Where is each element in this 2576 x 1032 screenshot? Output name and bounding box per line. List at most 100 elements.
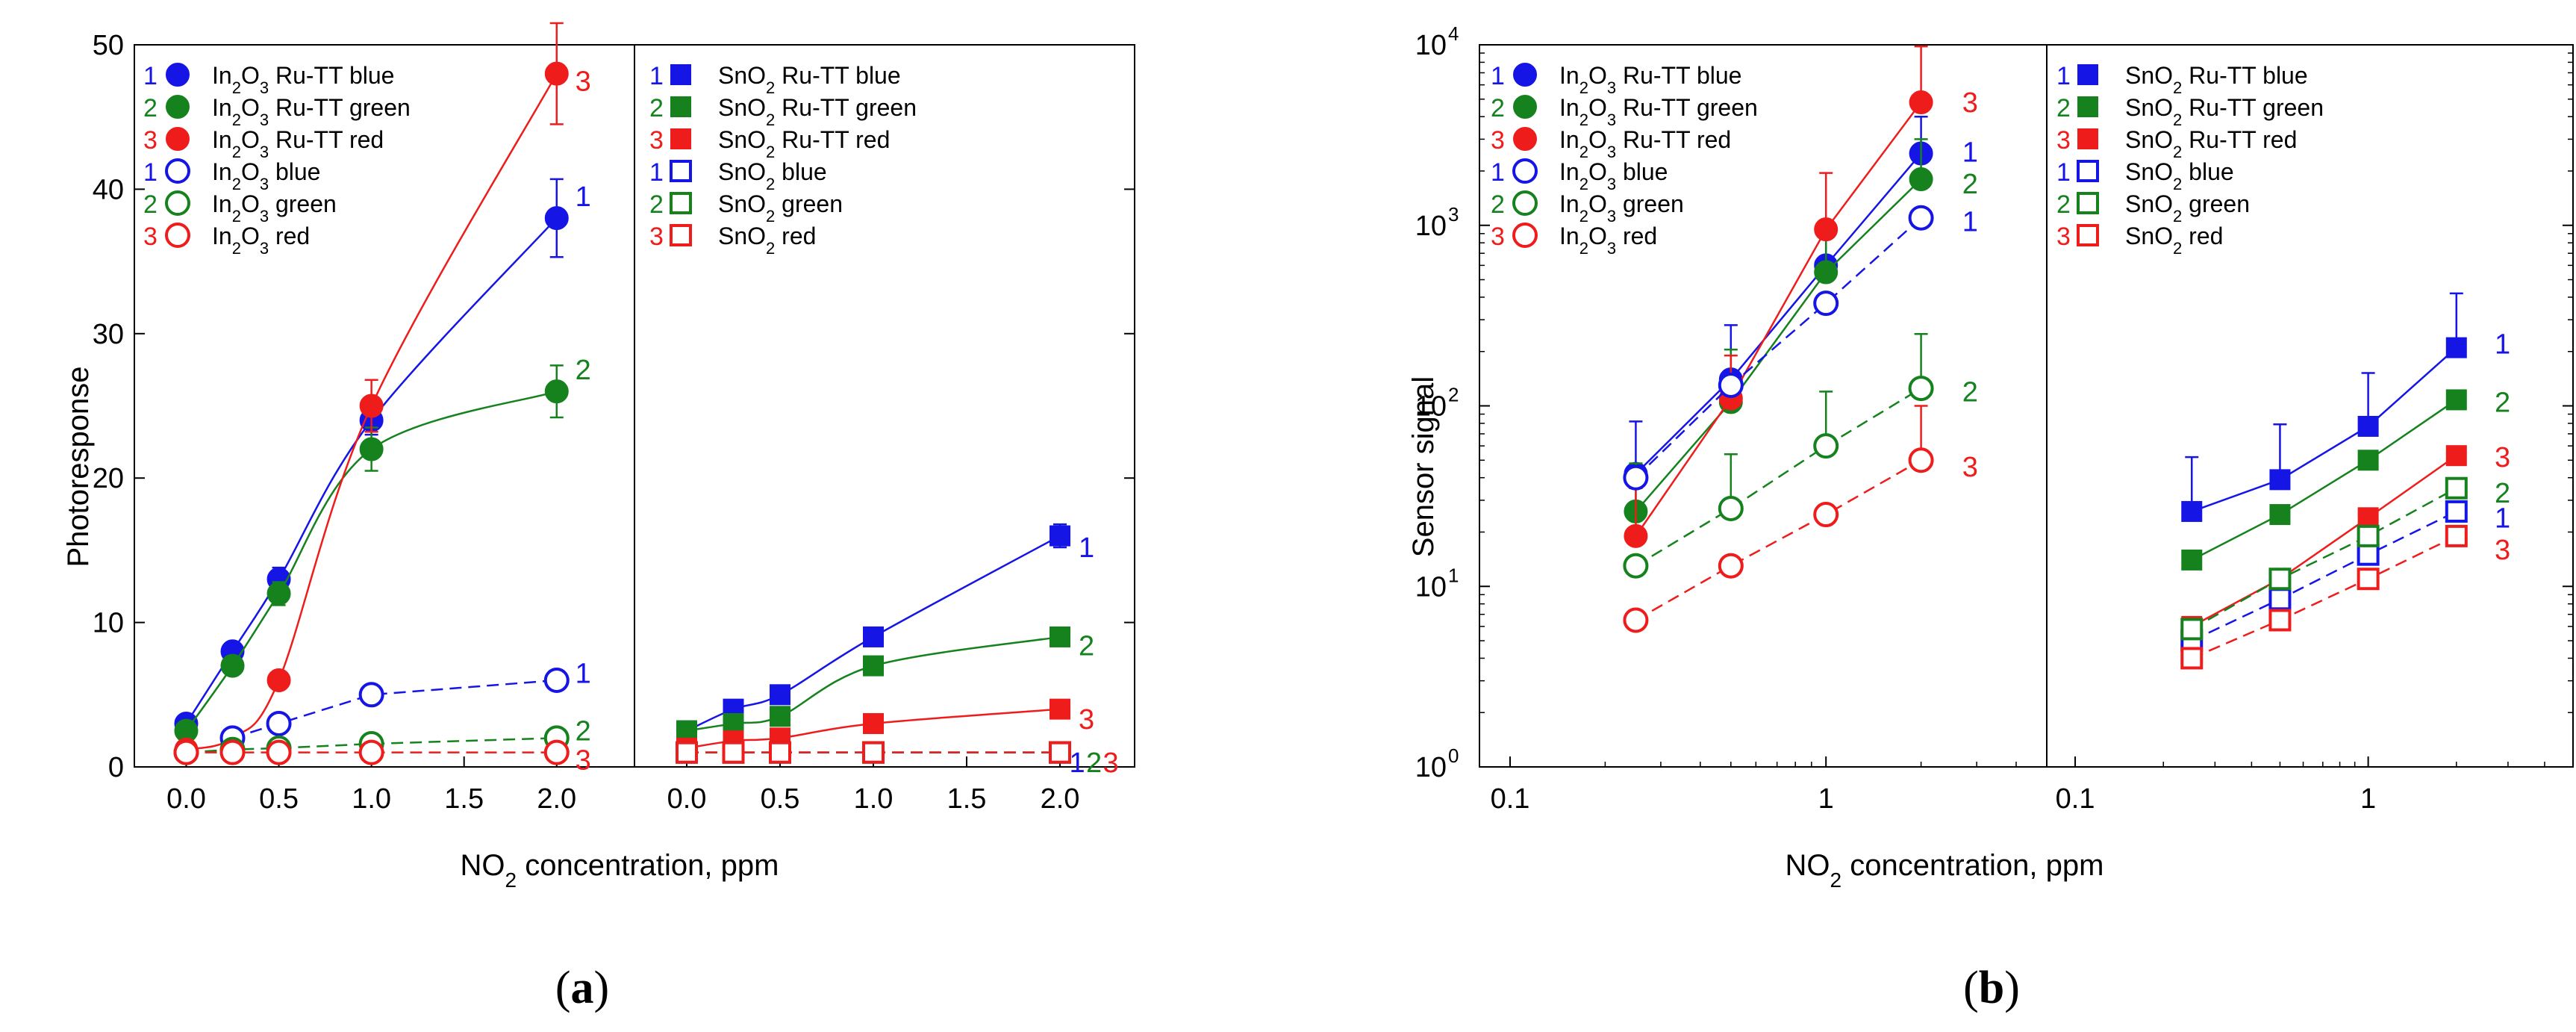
legend-marker [1513,95,1537,119]
data-point [2269,504,2291,526]
series-number-label: 1 [1079,532,1094,564]
series-number-label: 2 [2495,387,2510,418]
data-point [1813,290,1839,317]
y-tick-label-exponent: 0 [1448,745,1459,767]
legend-marker [1512,223,1538,248]
data-point [2445,476,2468,500]
data-point [1050,525,1070,547]
data-point [544,61,569,86]
data-point [2445,337,2467,358]
data-point [863,655,884,677]
data-point [2445,389,2467,411]
data-point [2357,450,2379,471]
legend-label: In2O3 Ru-TT blue [212,62,394,97]
series-line [186,737,557,753]
series-number-label: 1 [1070,747,1085,779]
data-point [2268,609,2292,632]
legend-entry: 1 In2O3 Ru-TT blue [143,62,394,97]
series-line [232,679,557,739]
legend-entry: 3 In2O3 Ru-TT red [143,126,384,161]
legend-marker [670,192,692,214]
y-tick-label: 10 [1415,211,1447,242]
y-tick-label: 20 [93,463,124,494]
legend-marker [670,224,692,246]
data-point [2269,469,2291,491]
legend-label: In2O3 red [1559,223,1657,258]
data-point [723,712,744,734]
y-tick-label: 10 [93,608,124,639]
legend-number: 3 [2056,126,2071,155]
legend-label: In2O3 blue [212,158,320,193]
data-point [2268,568,2292,591]
legend-label: In2O3 Ru-TT green [1559,94,1758,129]
series-number-label: 3 [1962,452,1978,483]
y-tick-label: 10 [1415,391,1447,423]
legend-marker [2077,96,2098,117]
data-point [1050,626,1070,647]
legend-label: In2O3 Ru-TT red [1559,126,1731,161]
series-number-label: 3 [2495,535,2510,566]
data-point [1718,495,1744,521]
data-point [266,710,292,736]
x-tick-label: 1.0 [854,783,894,815]
series-number-label: 2 [1962,376,1978,408]
plot-frame [1479,44,2574,768]
panel-a-xlabel: NO2 concentration, ppm [461,849,779,892]
legend-number: 1 [1491,62,1505,90]
data-point [676,720,697,742]
legend-number: 1 [143,158,158,187]
legend-entry: 3 SnO2 red [2056,223,2223,258]
data-point [1813,433,1839,459]
legend-label: SnO2 Ru-TT green [2125,94,2324,129]
legend-entry: 1 SnO2 Ru-TT blue [2056,62,2308,97]
y-tick-label: 40 [93,174,124,205]
legend-entry: 2 In2O3 Ru-TT green [143,94,411,129]
legend-label: SnO2 Ru-TT red [2125,126,2297,161]
series-line [1635,152,1922,475]
x-tick-label: 1.5 [444,783,484,815]
data-point [769,741,791,764]
data-point [2445,445,2467,467]
legend-entry: 1 In2O3 Ru-TT blue [1491,62,1741,97]
data-point [2268,588,2292,611]
y-tick-label: 10 [1415,752,1447,783]
x-tick-label: 0.0 [166,783,206,815]
data-point [676,741,698,764]
series-number-label: 2 [1962,169,1978,200]
data-point [1909,90,1933,115]
data-point [1623,464,1649,491]
series-line [1635,102,1922,537]
x-tick-label: 0.5 [259,783,299,815]
legend-marker [670,96,691,117]
panel-b-xlabel: NO2 concentration, ppm [1786,849,2104,892]
legend-label: In2O3 green [212,190,337,226]
series-number-label: 3 [1103,747,1119,779]
series-number-label: 2 [1086,747,1102,779]
data-point [770,706,790,727]
legend-label: SnO2 green [2125,190,2250,226]
legend-label: SnO2 Ru-TT red [718,126,890,161]
y-tick-label-exponent: 3 [1448,203,1459,226]
legend-label: SnO2 green [718,190,843,226]
legend-marker [1513,63,1537,87]
legend-label: In2O3 green [1559,190,1684,226]
x-tick-label: 0.1 [1491,783,1530,815]
series-number-label: 3 [576,66,591,97]
legend-marker [166,127,190,151]
y-tick-label: 10 [1415,571,1447,603]
legend-entry: 2 SnO2 green [2056,190,2250,226]
data-point [1718,553,1744,579]
legend-number: 3 [143,223,158,251]
legend-number: 1 [649,62,664,90]
y-tick-label-exponent: 1 [1448,564,1459,586]
panel-b-caption: (b) [1963,963,2020,1013]
series-number-label: 2 [1079,631,1094,662]
x-tick-label: 1 [2360,783,2376,815]
legend-entry: 2 In2O3 green [143,190,337,226]
legend-number: 3 [1491,223,1505,251]
legend-marker [166,95,190,119]
legend-marker [670,64,691,85]
legend-entry: 3 In2O3 red [1491,223,1657,258]
